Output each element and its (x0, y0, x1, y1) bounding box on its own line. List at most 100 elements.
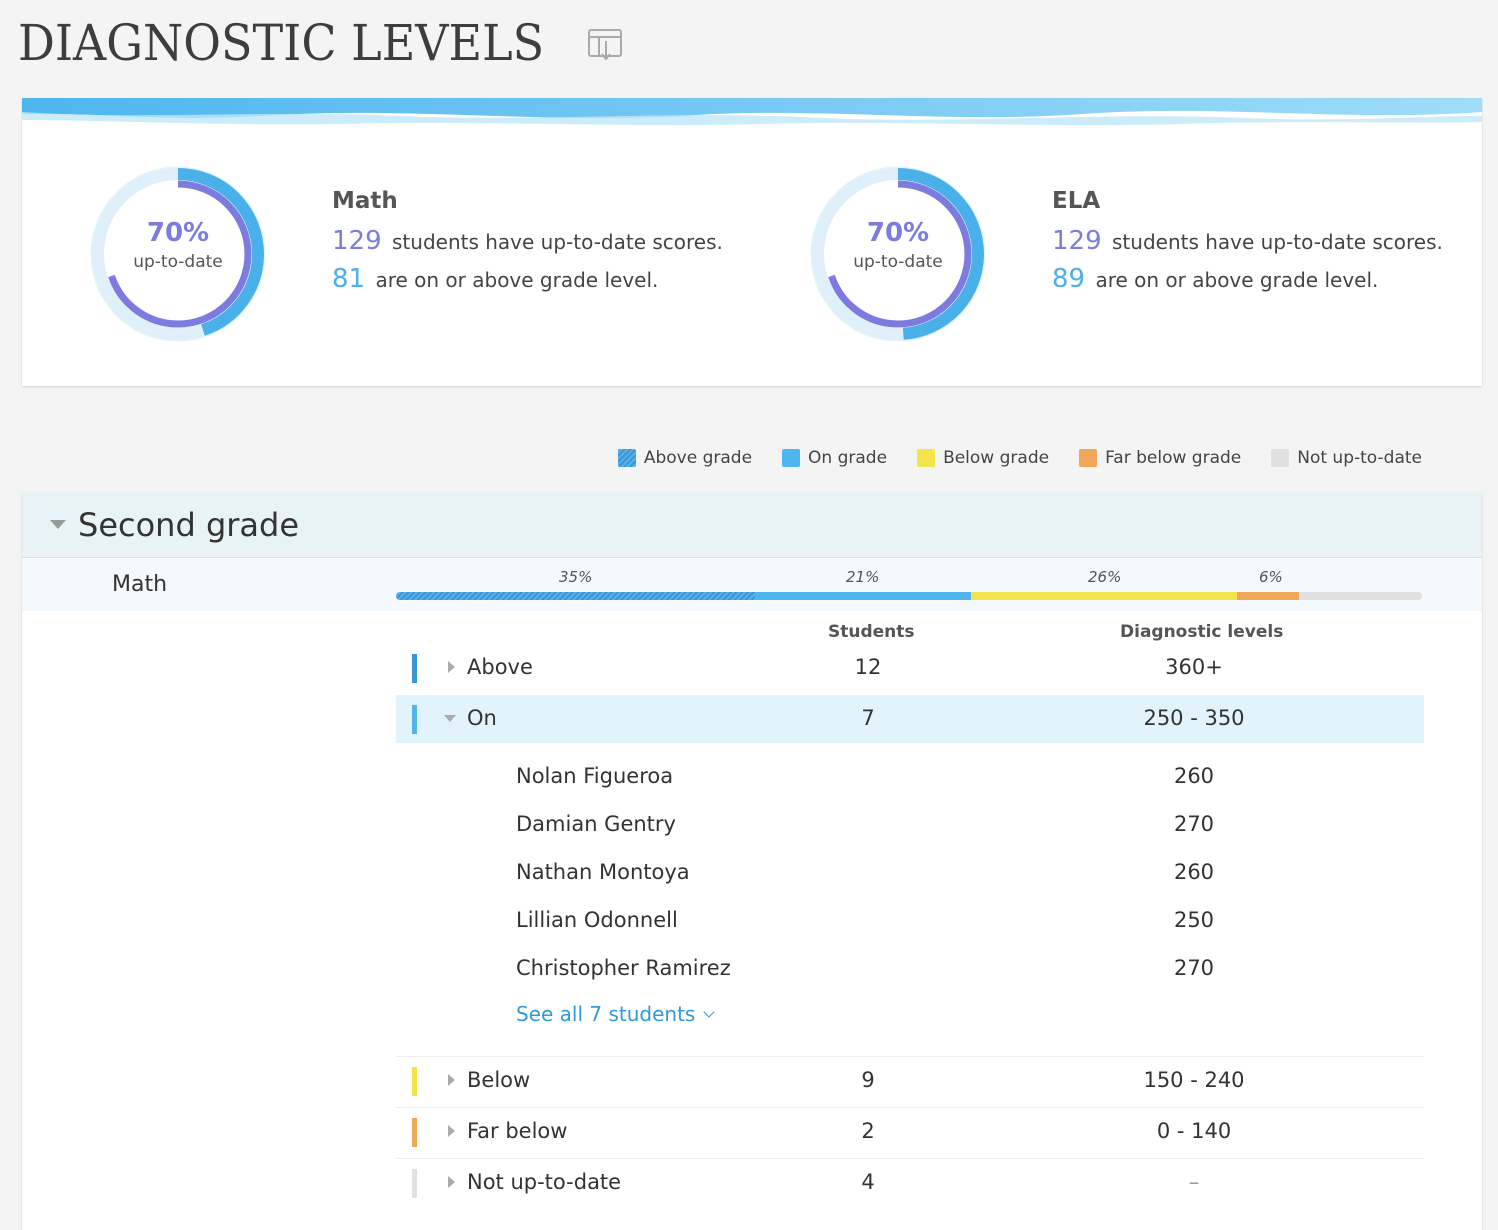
level-students: 9 (861, 1068, 875, 1092)
ela-percent: 70% (866, 218, 930, 248)
caret-down-icon (444, 715, 456, 722)
level-row-above[interactable]: Above 12 360+ (396, 644, 1424, 692)
math-percent-label: up-to-date (133, 252, 223, 272)
math-students-text: students have up-to-date scores. (392, 230, 723, 254)
caret-down-icon (50, 520, 66, 529)
level-marker-on (412, 705, 417, 734)
level-label: On (467, 706, 497, 730)
distribution-segment-below (970, 592, 1238, 600)
ela-subject-name: ELA (1052, 188, 1101, 214)
student-score: 250 (1173, 908, 1215, 932)
math-donut-outer-arc (92, 168, 264, 340)
legend-swatch-not-up-to-date (1271, 449, 1290, 467)
legend-swatch-below (917, 449, 936, 467)
student-score: 270 (1173, 812, 1215, 836)
ela-donut-outer-arc (812, 168, 984, 340)
student-score: 260 (1173, 860, 1215, 884)
subject-row (22, 559, 1482, 611)
legend-item-not-up-to-date: Not up-to-date (1271, 448, 1422, 468)
subject-label: Math (112, 572, 168, 597)
caret-right-icon (448, 1074, 455, 1086)
ela-students-line: 129 students have up-to-date scores. (1052, 226, 1443, 256)
distribution-segment-on (755, 592, 971, 600)
bar-pct-far-below: 6% (1259, 568, 1283, 586)
math-donut-inner-arc (104, 180, 252, 328)
distribution-segment-far-below (1237, 592, 1299, 600)
level-label: Below (467, 1068, 531, 1092)
legend-item-on: On grade (782, 448, 887, 468)
level-row-on[interactable]: On 7 250 - 350 (396, 695, 1424, 743)
level-range: 0 - 140 (1156, 1119, 1232, 1143)
level-marker-above (412, 654, 417, 683)
legend-swatch-above (617, 449, 636, 467)
math-students-count: 129 (332, 226, 382, 256)
student-name: Nathan Montoya (516, 860, 690, 884)
level-students: 2 (861, 1119, 875, 1143)
level-label: Not up-to-date (467, 1170, 622, 1194)
level-range: 150 - 240 (1143, 1068, 1245, 1092)
level-marker-far-below (412, 1118, 417, 1147)
legend: Above grade On grade Below grade Far bel… (617, 448, 1422, 468)
math-donut: 70% up-to-date (88, 164, 268, 344)
grade-title: Second grade (78, 506, 300, 544)
see-all-students-link[interactable]: See all 7 students (516, 1002, 716, 1026)
level-students: 4 (861, 1170, 875, 1194)
ela-students-text: students have up-to-date scores. (1112, 230, 1443, 254)
see-all-label: See all 7 students (516, 1002, 696, 1026)
level-marker-not-up-to-date (412, 1169, 417, 1198)
ela-donut: 70% up-to-date (808, 164, 988, 344)
math-students-line: 129 students have up-to-date scores. (332, 226, 723, 256)
ela-percent-label: up-to-date (853, 252, 943, 272)
legend-item-below: Below grade (917, 448, 1049, 468)
math-on-above-count: 81 (332, 264, 366, 294)
math-on-above-line: 81 are on or above grade level. (332, 264, 723, 294)
math-donut-chart (90, 166, 266, 342)
level-row-not-up-to-date[interactable]: Not up-to-date 4 – (396, 1158, 1424, 1206)
legend-label-on: On grade (808, 448, 888, 468)
legend-label-far-below: Far below grade (1105, 448, 1242, 468)
ela-donut-inner-arc (824, 180, 972, 328)
page-title: DIAGNOSTIC LEVELS (18, 14, 545, 72)
distribution-segment-above (396, 592, 756, 600)
legend-item-above: Above grade (617, 448, 752, 468)
summary-card: 70% up-to-date Math 129 students have up… (22, 98, 1482, 386)
bar-pct-below: 26% (1088, 568, 1122, 586)
legend-label-below: Below grade (943, 448, 1050, 468)
level-row-below[interactable]: Below 9 150 - 240 (396, 1056, 1424, 1104)
export-table-icon[interactable] (587, 28, 623, 62)
caret-right-icon (448, 1176, 455, 1188)
grade-card: Second grade Math 35% 21% 26% 6% Student… (22, 492, 1482, 1230)
bar-pct-above: 35% (559, 568, 593, 586)
ela-on-above-count: 89 (1052, 264, 1086, 294)
caret-right-icon (448, 661, 455, 673)
level-label: Above (467, 655, 533, 679)
math-percent: 70% (146, 218, 210, 248)
grade-header-toggle[interactable]: Second grade (22, 492, 1482, 558)
wave-banner (22, 98, 1482, 126)
legend-swatch-on (782, 449, 801, 467)
ela-on-above-text: are on or above grade level. (1095, 268, 1379, 292)
student-score: 270 (1173, 956, 1215, 980)
bar-pct-on: 21% (846, 568, 880, 586)
student-score: 260 (1173, 764, 1215, 788)
caret-right-icon (448, 1125, 455, 1137)
student-name: Nolan Figueroa (516, 764, 674, 788)
legend-label-not-up-to-date: Not up-to-date (1297, 448, 1422, 468)
student-name: Damian Gentry (516, 812, 676, 836)
ela-on-above-line: 89 are on or above grade level. (1052, 264, 1443, 294)
level-range: – (1188, 1170, 1200, 1194)
level-label: Far below (467, 1119, 568, 1143)
math-subject-name: Math (332, 188, 398, 214)
legend-item-far-below: Far below grade (1079, 448, 1241, 468)
level-range: 250 - 350 (1143, 706, 1245, 730)
ela-donut-chart (810, 166, 986, 342)
level-students: 12 (854, 655, 882, 679)
level-range: 360+ (1165, 655, 1223, 679)
student-name: Lillian Odonnell (516, 908, 678, 932)
math-summary: Math 129 students have up-to-date scores… (332, 188, 723, 302)
ela-summary: ELA 129 students have up-to-date scores.… (1052, 188, 1443, 302)
level-students: 7 (861, 706, 875, 730)
level-row-far-below[interactable]: Far below 2 0 - 140 (396, 1107, 1424, 1155)
legend-swatch-far-below (1079, 449, 1098, 467)
column-header-students: Students (828, 622, 915, 642)
